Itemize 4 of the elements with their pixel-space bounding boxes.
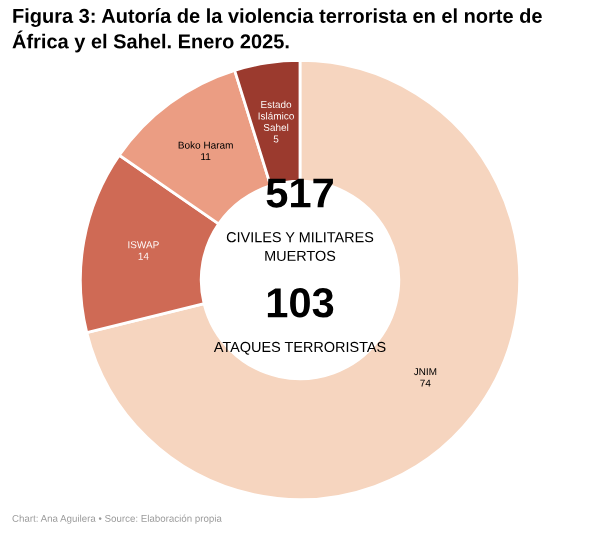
donut-slice xyxy=(85,59,521,501)
chart-title: Figura 3: Autoría de la violencia terrorista en el norte de África y el Sahel. Enero 2025. xyxy=(12,8,542,53)
text: 103 xyxy=(267,288,334,318)
text: 517 xyxy=(266,178,333,208)
